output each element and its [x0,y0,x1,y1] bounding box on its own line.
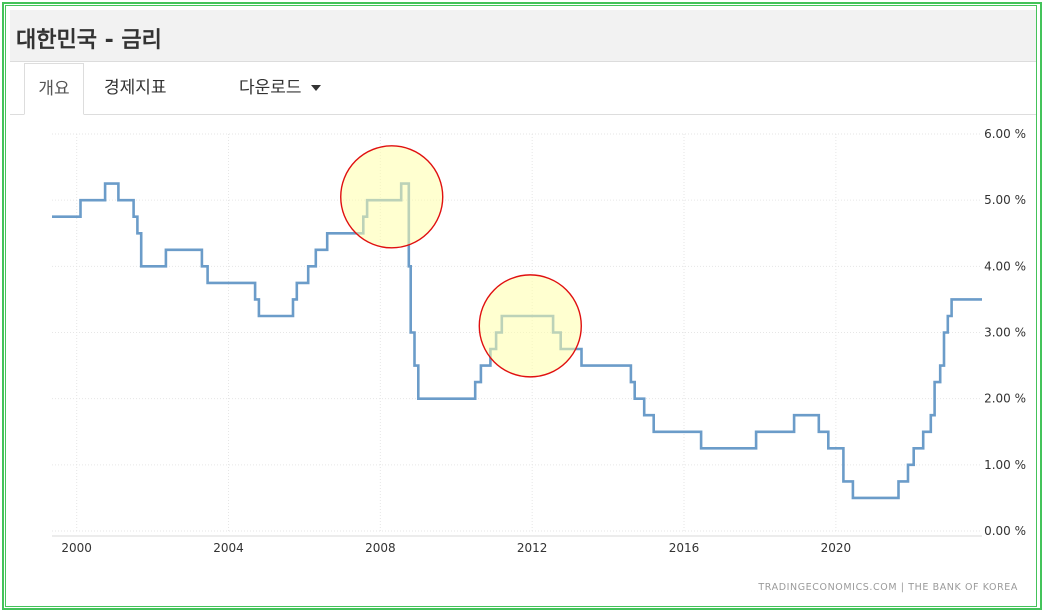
y-tick-label: 4.00 % [984,259,1026,273]
inner-frame [5,5,1037,607]
tab-bar: 개요 경제지표 다운로드 [10,63,1036,115]
x-tick-label: 2012 [517,541,548,555]
tab-overview-label: 개요 [38,79,70,99]
y-tick-label: 1.00 % [984,458,1026,472]
highlight-circle [340,145,444,249]
x-tick-label: 2020 [821,541,852,555]
highlight-markers [340,145,582,378]
x-tick-label: 2004 [213,541,244,555]
y-tick-label: 0.00 % [984,524,1026,538]
y-tick-label: 6.00 % [984,127,1026,141]
tab-indicators-label: 경제지표 [104,78,167,98]
x-axis: 2000 2004 2008 2012 2016 2020 [52,535,982,555]
y-axis: 0.00 % 1.00 % 2.00 % 3.00 % 4.00 % 5.00 % 6.00… [984,127,1026,538]
tab-indicators[interactable]: 경제지표 [104,63,167,115]
y-tick-label: 3.00 % [984,326,1026,340]
y-tick-label: 2.00 % [984,392,1026,406]
caret-down-icon [310,85,321,91]
outer-frame [2,2,1042,610]
source-credit: TRADINGECONOMICS.COM | THE BANK OF KOREA [757,582,1018,593]
highlight-circle [478,274,582,378]
title-bar: 대한민국 - 금리 [10,10,1036,62]
x-tick-label: 2016 [669,541,700,555]
x-tick-label: 2008 [365,541,396,555]
y-tick-label: 5.00 % [984,193,1026,207]
tab-download[interactable]: 다운로드 [239,63,321,115]
page-title: 대한민국 - 금리 [16,28,162,53]
tab-overview[interactable]: 개요 [24,63,84,115]
tab-download-label: 다운로드 [239,78,302,98]
x-tick-label: 2000 [61,541,92,555]
